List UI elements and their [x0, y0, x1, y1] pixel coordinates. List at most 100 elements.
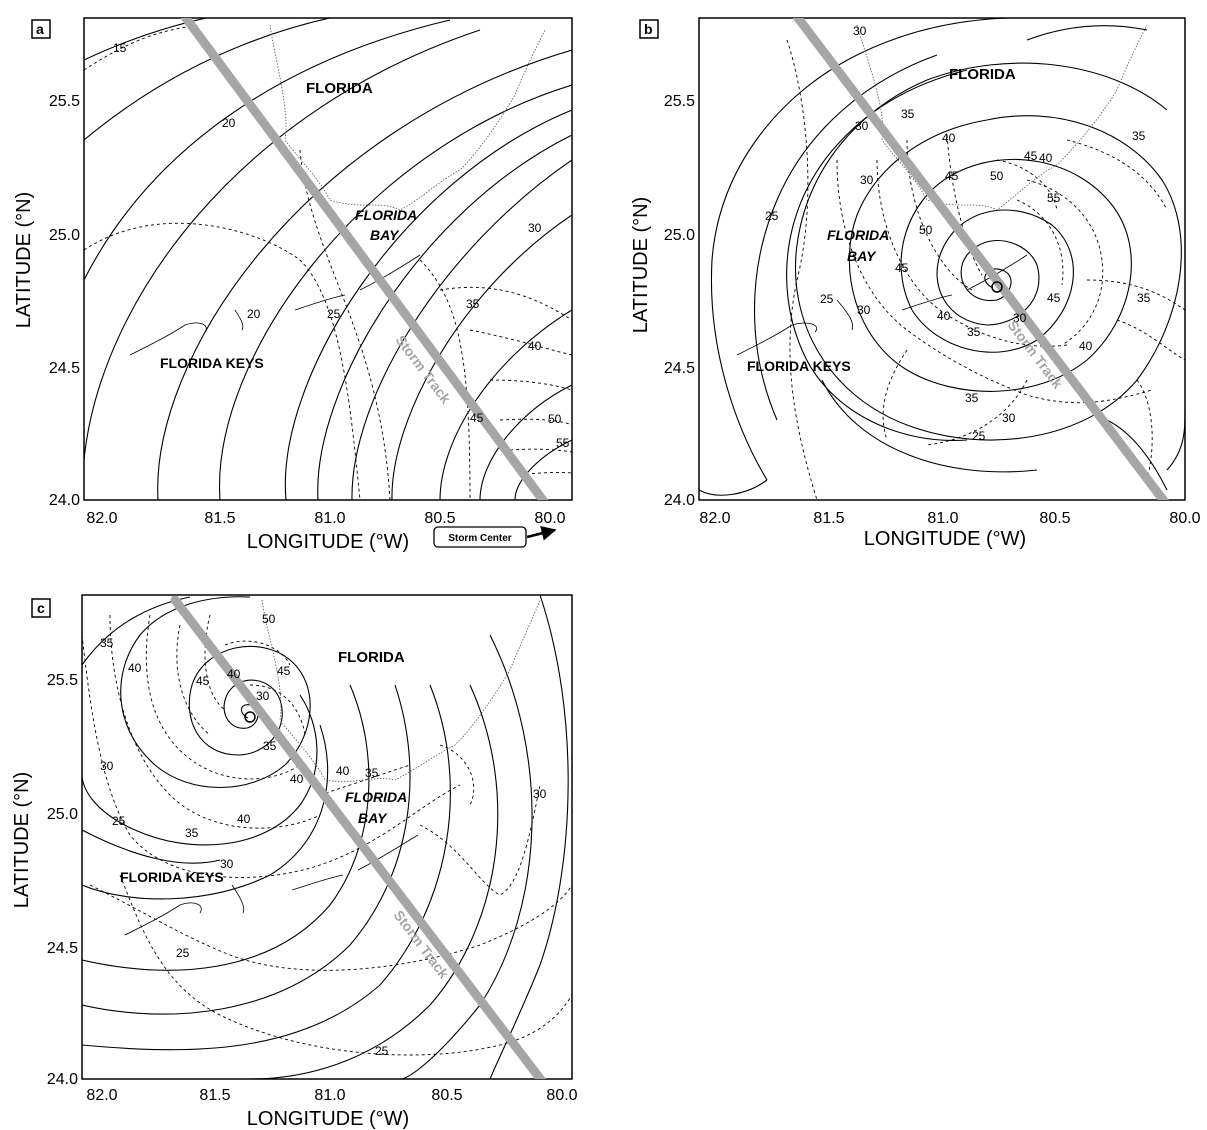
panel-a-y-axis-label: LATITUDE (°N) — [13, 192, 35, 329]
streamline — [82, 684, 370, 971]
x-tick-label: 80.5 — [431, 1087, 462, 1104]
panel-c-coastline — [261, 599, 541, 782]
isotach — [1086, 279, 1185, 311]
x-tick-label: 80.5 — [1039, 510, 1070, 527]
contour-label: 50 — [990, 169, 1004, 183]
panel-c-contour-labels: 50 35 40 45 40 45 30 35 40 35 40 30 40 3… — [100, 612, 547, 1058]
isotach — [109, 614, 321, 829]
contour-label: 35 — [1132, 129, 1146, 143]
x-tick-label: 81.0 — [927, 510, 958, 527]
panel-b-y-axis-label: LATITUDE (°N) — [630, 197, 652, 334]
x-tick-label: 81.0 — [314, 510, 345, 527]
contour-label: 25 — [327, 307, 341, 321]
florida-coast — [856, 24, 1148, 211]
panel-b-map: 30 35 30 40 30 45 50 55 45 40 35 25 50 4… — [630, 17, 1201, 550]
contour-label: 35 — [185, 826, 199, 840]
contour-label: 50 — [548, 412, 562, 426]
x-tick-label: 81.5 — [204, 510, 235, 527]
isotach — [882, 349, 908, 441]
isotach — [439, 286, 572, 321]
streamline — [284, 109, 572, 500]
contour-label: 40 — [528, 339, 542, 353]
key-island — [291, 874, 344, 891]
key-island — [234, 309, 244, 331]
key-island — [124, 902, 202, 936]
x-tick-label: 80.0 — [1169, 510, 1200, 527]
contour-label: 25 — [972, 429, 986, 443]
streamline — [479, 384, 572, 500]
streamline — [753, 54, 938, 421]
streamline — [219, 84, 572, 500]
panel-a-map: 15 20 20 25 30 35 40 45 50 55 FLORIDA FL… — [13, 17, 573, 553]
storm-center-arrow — [526, 525, 557, 541]
contour-label: 30 — [1013, 311, 1027, 325]
label-florida-bay-2: BAY — [370, 227, 400, 243]
panel-a-frame — [83, 17, 573, 501]
y-tick-label: 25.0 — [664, 227, 695, 244]
panel-b-storm-track — [792, 18, 1169, 500]
isotach — [499, 418, 572, 426]
contour-label: 30 — [860, 173, 874, 187]
streamline — [84, 29, 481, 461]
isotach — [299, 149, 391, 500]
panel-a-coastline — [269, 24, 546, 211]
x-tick-label: 80.0 — [546, 1087, 577, 1104]
label-florida-keys: FLORIDA KEYS — [160, 355, 264, 371]
isotach — [89, 884, 572, 971]
panel-a-letter: a — [36, 21, 44, 37]
contour-label: 45 — [945, 169, 959, 183]
isotach — [224, 640, 291, 666]
panel-b-letter: b — [644, 21, 653, 37]
panel-c-y-ticks: 24.0 24.5 25.0 25.5 — [47, 672, 78, 1088]
streamline — [120, 596, 286, 788]
contour-label: 45 — [1024, 149, 1038, 163]
storm-eye — [244, 711, 256, 723]
contour-label: 50 — [262, 612, 276, 626]
contour-label: 40 — [336, 764, 350, 778]
contour-label: 45 — [196, 674, 210, 688]
panel-c-plot: 50 35 40 45 40 45 30 35 40 35 40 30 40 3… — [82, 595, 572, 1079]
storm-center-callout-box — [433, 526, 527, 548]
streamline — [317, 134, 572, 500]
contour-label: 40 — [942, 131, 956, 145]
panel-a-y-ticks: 24.0 24.5 25.0 25.5 — [49, 93, 80, 509]
label-florida: FLORIDA — [949, 66, 1016, 83]
streamline — [1166, 409, 1185, 471]
streamline — [82, 684, 411, 1015]
contour-label: 55 — [1047, 191, 1061, 205]
contour-label: 25 — [765, 209, 779, 223]
y-tick-label: 24.0 — [49, 492, 80, 509]
contour-label: 20 — [247, 307, 261, 321]
streamline — [848, 119, 1132, 392]
streamline — [84, 19, 451, 281]
contour-label: 30 — [1002, 411, 1016, 425]
isotach — [204, 614, 226, 711]
panel-c-isotachs — [82, 614, 572, 1056]
label-florida: FLORIDA — [338, 649, 405, 666]
panel-a-letter-box — [31, 19, 51, 39]
key-island — [901, 294, 953, 311]
key-island — [231, 884, 245, 914]
streamline — [82, 684, 451, 1051]
contour-label: 30 — [533, 787, 547, 801]
isotach — [946, 134, 983, 276]
streamline — [188, 645, 311, 766]
isotach — [1026, 179, 1104, 346]
panel-c-letter-box — [31, 598, 51, 618]
contour-label: 35 — [100, 636, 114, 650]
contour-label: 20 — [222, 116, 236, 130]
isotach — [82, 634, 461, 878]
label-florida-bay-2: BAY — [358, 810, 388, 826]
label-florida-keys: FLORIDA KEYS — [120, 869, 224, 885]
isotach — [249, 684, 306, 736]
x-tick-label: 82.0 — [86, 510, 117, 527]
panel-b-contour-labels: 30 35 30 40 30 45 50 55 45 40 35 25 50 4… — [765, 24, 1151, 443]
panel-b-x-axis-label: LONGITUDE (°W) — [864, 528, 1026, 550]
y-tick-label: 25.0 — [47, 806, 78, 823]
contour-label: 45 — [277, 664, 291, 678]
isotach — [876, 159, 1068, 347]
isotach — [469, 329, 572, 356]
y-tick-label: 24.5 — [664, 360, 695, 377]
isotach — [786, 39, 818, 500]
panel-a-contour-labels: 15 20 20 25 30 35 40 45 50 55 — [113, 41, 570, 450]
